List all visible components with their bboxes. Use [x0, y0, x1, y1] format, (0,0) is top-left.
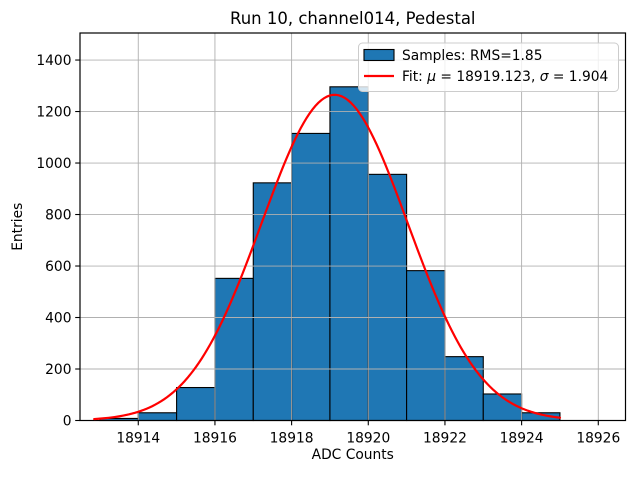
legend: Samples: RMS=1.85 Fit: μ = 18919.123, σ =…	[358, 42, 619, 92]
x-tick-label: 18916	[193, 431, 237, 447]
gaussian-fit-curve	[93, 93, 562, 421]
y-tick-label: 1200	[36, 104, 71, 120]
x-tick-label: 18922	[423, 431, 467, 447]
histogram-bar	[406, 270, 446, 422]
histogram-bar	[176, 386, 216, 422]
x-tick-label: 18924	[500, 431, 544, 447]
y-tick-label: 800	[45, 207, 71, 223]
histogram-bar	[252, 182, 293, 422]
histogram-bar	[444, 356, 484, 422]
legend-box	[358, 42, 619, 92]
histogram-bar	[137, 412, 178, 422]
y-tick-label: 1000	[36, 156, 71, 172]
axes-spines	[79, 32, 627, 422]
y-tick-label: 0	[63, 413, 72, 429]
legend-samples-swatch	[363, 48, 395, 62]
legend-fit-label: Fit: μ = 18919.123, σ = 1.904	[402, 69, 608, 85]
x-tick-label: 18926	[576, 431, 620, 447]
x-axis-label: ADC Counts	[312, 447, 394, 463]
histogram-bar	[367, 173, 408, 422]
legend-samples-label: Samples: RMS=1.85	[402, 48, 542, 64]
chart-title: Run 10, channel014, Pedestal	[230, 9, 476, 28]
histogram-bars	[99, 86, 561, 422]
y-axis: 0 200 400 600 800 1000 1200 1400	[36, 53, 80, 429]
x-axis: 18914 18916 18918 18920 18922 18924 18926	[116, 420, 620, 447]
histogram-bar	[291, 132, 331, 422]
histogram-bar	[329, 86, 369, 422]
y-tick-label: 200	[45, 362, 71, 378]
y-axis-label: Entries	[10, 203, 26, 251]
x-tick-label: 18918	[270, 431, 314, 447]
y-tick-label: 1400	[36, 53, 71, 69]
y-tick-label: 600	[45, 259, 71, 275]
histogram-bar	[214, 277, 254, 422]
x-tick-label: 18920	[346, 431, 390, 447]
x-tick-label: 18914	[116, 431, 160, 447]
y-tick-label: 400	[45, 310, 71, 326]
